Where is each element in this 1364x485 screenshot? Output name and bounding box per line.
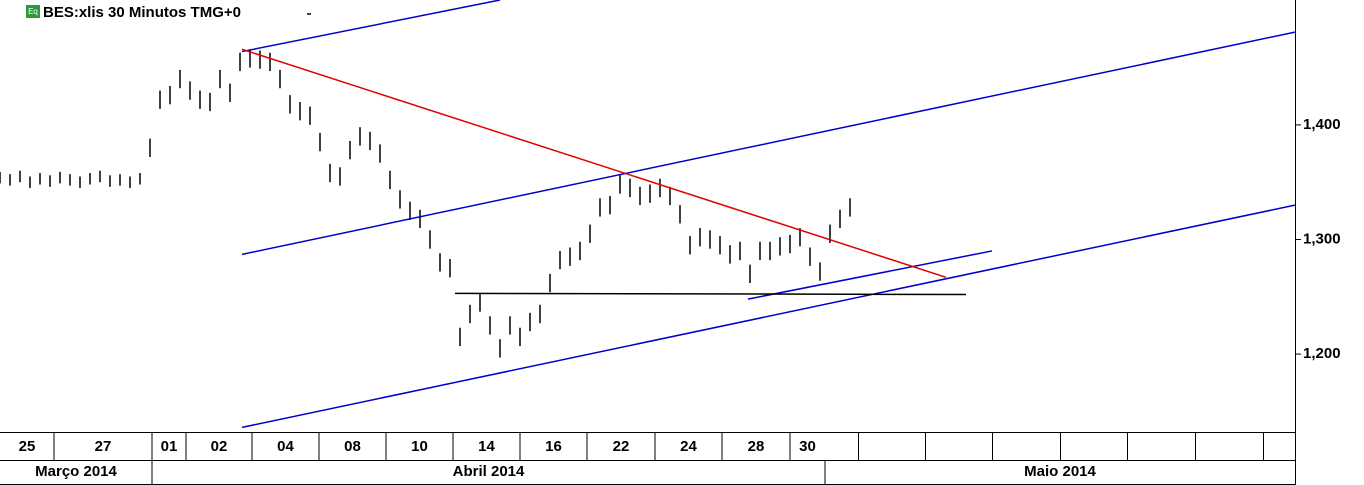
x-tick-label: 08 xyxy=(344,438,361,455)
trend-line xyxy=(241,31,1296,256)
chart-title: BES:xlis 30 Minutos TMG+0 xyxy=(43,4,241,21)
x-tick-label: 02 xyxy=(211,438,228,455)
badge-text: Eq xyxy=(28,7,38,16)
x-tick-label: 16 xyxy=(545,438,562,455)
x-tick-label: 25 xyxy=(19,438,36,455)
badge-icon xyxy=(26,5,40,18)
x-tick-label: 24 xyxy=(680,438,697,455)
x-tick-label: 10 xyxy=(411,438,428,455)
trend-line xyxy=(241,0,501,53)
empty-day-cells xyxy=(858,432,1264,460)
x-tick-label: 01 xyxy=(161,438,178,455)
x-tick-label: 14 xyxy=(478,438,495,455)
x-tick-label: 27 xyxy=(95,438,112,455)
x-tick-label: 04 xyxy=(277,438,294,455)
y-tick-label: 1,300 xyxy=(1303,230,1341,247)
trend-line xyxy=(747,250,993,300)
month-label: Março 2014 xyxy=(35,463,117,480)
trend-line xyxy=(241,204,1296,429)
month-label: Maio 2014 xyxy=(1024,463,1096,480)
x-tick-label: 28 xyxy=(748,438,765,455)
y-tick-label: 1,200 xyxy=(1303,345,1341,362)
x-tick-label: 22 xyxy=(613,438,630,455)
trend-line xyxy=(454,292,967,296)
y-tick-label: 1,400 xyxy=(1303,116,1341,133)
month-label: Abril 2014 xyxy=(453,463,525,480)
trend-line xyxy=(241,48,947,279)
x-tick-label: 30 xyxy=(799,438,816,455)
